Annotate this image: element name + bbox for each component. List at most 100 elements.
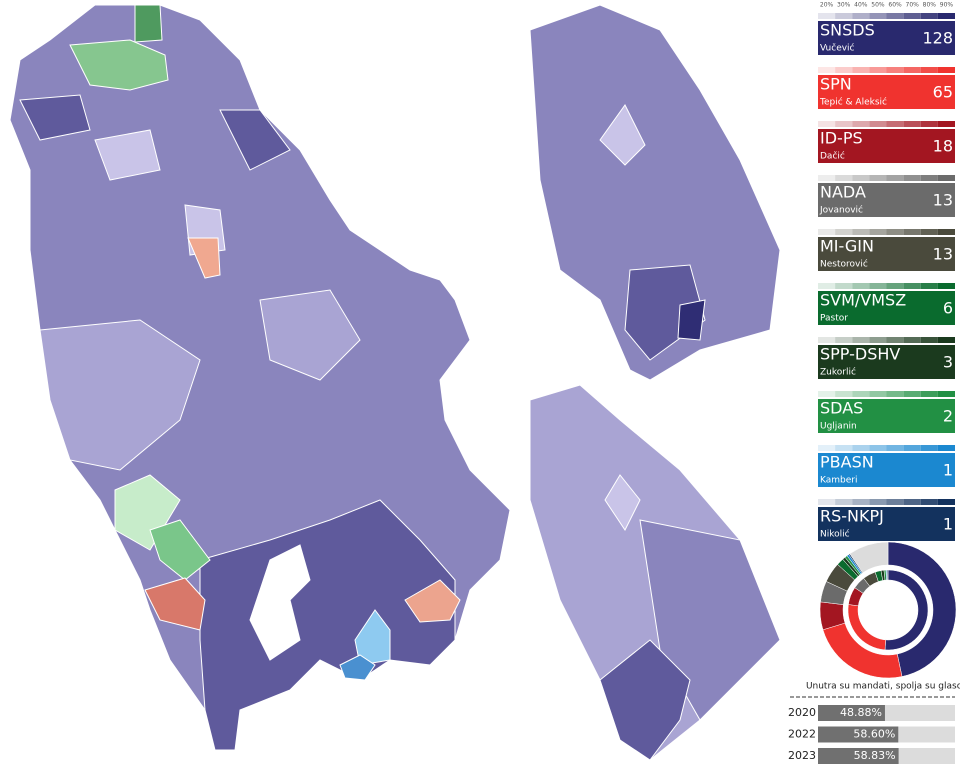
map-region [219,109,291,171]
map-region [187,237,221,279]
shade-swatch [835,121,853,127]
party-seats: 128 [922,29,953,48]
party-name: ID-PS [820,129,863,148]
scale-label: 50% [871,2,885,9]
shade-swatch [869,391,887,397]
turnout-label: 58.60% [853,728,895,741]
party-leader: Jovanović [819,205,863,216]
map-region [249,544,311,661]
shade-swatch [903,67,921,73]
shade-swatch [920,337,938,343]
turnout-bar [818,705,885,721]
party-name: NADA [820,183,866,202]
party-seats: 13 [933,191,953,210]
party-name: RS-NKPJ [820,507,884,526]
shade-swatch [886,391,904,397]
party-box [818,345,955,379]
party-leader: Dačić [820,151,845,162]
inset-map [529,384,781,761]
party-box [818,399,955,433]
shade-swatch [903,121,921,127]
shade-swatch [920,13,938,19]
shade-swatch [818,499,836,505]
party-name: SPN [820,75,852,94]
shade-swatch [937,499,955,505]
party-box [818,291,955,325]
shade-swatch [818,13,836,19]
shade-swatch [869,67,887,73]
party-box [818,129,955,163]
party-seats: 1 [943,515,953,534]
shade-swatch [903,283,921,289]
seat-slice [886,569,889,581]
party-leader: Nestorović [820,259,868,270]
shade-swatch [903,337,921,343]
party-leader: Nikolić [820,529,850,540]
party-box [818,237,955,271]
shade-swatch [818,283,836,289]
map-region [339,654,376,681]
party-leader: Kamberi [820,476,857,486]
shade-swatch [920,391,938,397]
shade-swatch [920,121,938,127]
turnout-year: 2023 [788,749,816,762]
shade-swatch [818,391,836,397]
shade-swatch [852,337,870,343]
party-seats: 13 [933,245,953,264]
party-leader: Ugljanin [820,422,857,432]
shade-swatch [835,283,853,289]
shade-swatch [852,445,870,451]
shade-swatch [886,67,904,73]
party-seats: 18 [933,137,953,156]
shade-swatch [835,13,853,19]
turnout-label: 58.83% [854,749,896,762]
turnout-bar [818,726,899,743]
shade-swatch [869,337,887,343]
map-region [529,4,781,381]
shade-swatch [869,121,887,127]
shade-swatch [869,445,887,451]
map-region [94,129,161,181]
party-leader: Zukorlić [820,367,856,378]
party-box [818,183,955,217]
map-region [39,319,201,471]
shade-swatch [937,13,955,19]
party-seats: 1 [943,461,953,480]
party-box [818,21,955,55]
shade-swatch [852,283,870,289]
map-region [19,94,91,141]
shade-swatch [852,391,870,397]
seat-slice [884,569,929,651]
shade-swatch [903,175,921,181]
map-region [404,579,461,623]
shade-swatch [903,499,921,505]
shade-swatch [937,283,955,289]
map-region [149,519,211,581]
shade-swatch [869,13,887,19]
map-region [677,299,706,341]
shade-swatch [869,499,887,505]
turnout-bar [818,748,899,764]
scale-label: 80% [923,2,937,9]
party-seats: 2 [943,407,953,426]
shade-swatch [920,445,938,451]
shade-swatch [818,121,836,127]
shade-swatch [835,67,853,73]
party-leader: Vučević [820,43,855,54]
map-region [624,264,706,361]
party-leader: Pastor [820,314,848,324]
map-region [599,639,691,761]
shade-swatch [886,283,904,289]
map-region [134,4,163,43]
shade-swatch [835,445,853,451]
map-region [69,39,169,91]
shade-swatch [818,67,836,73]
shade-swatch [886,121,904,127]
shade-swatch [818,337,836,343]
shade-swatch [869,229,887,235]
map-region [599,104,646,166]
party-name: SDAS [820,399,863,418]
shade-swatch [937,175,955,181]
party-seats: 3 [943,353,953,372]
shade-swatch [886,499,904,505]
